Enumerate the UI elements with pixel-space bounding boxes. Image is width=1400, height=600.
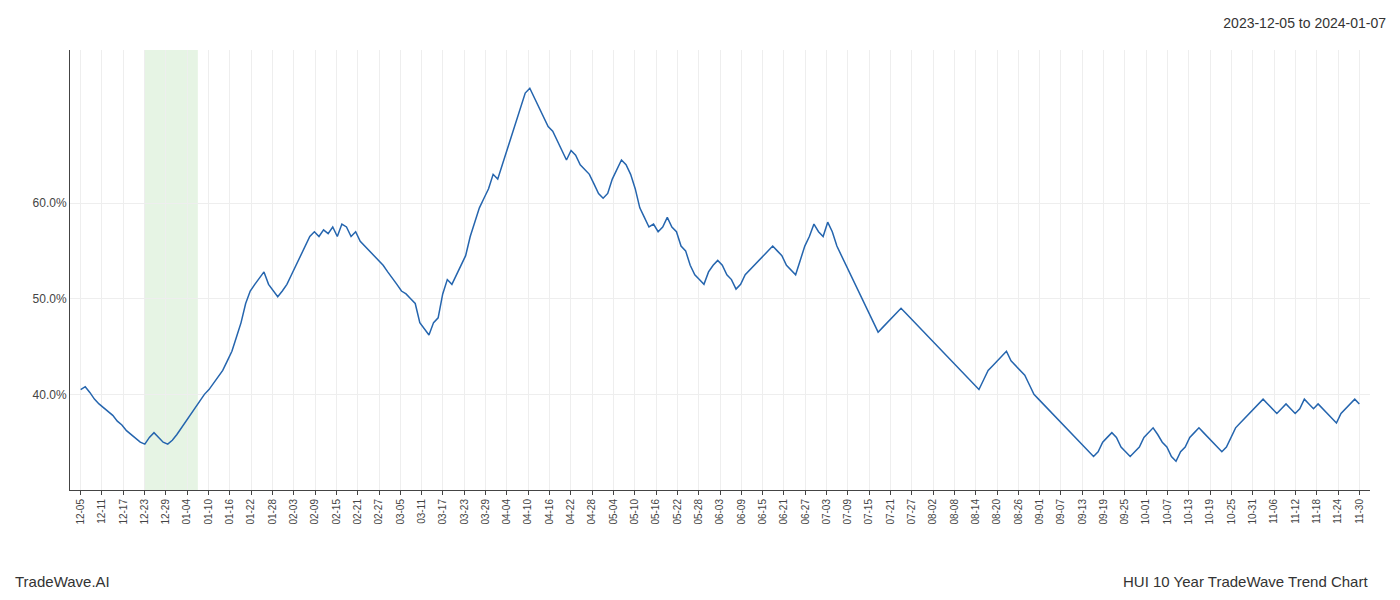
svg-text:09-25: 09-25	[1119, 499, 1130, 525]
svg-text:12-29: 12-29	[160, 499, 171, 525]
svg-text:12-11: 12-11	[96, 499, 107, 524]
svg-text:10-01: 10-01	[1140, 499, 1151, 525]
svg-text:12-17: 12-17	[118, 499, 129, 525]
svg-text:11-12: 11-12	[1290, 499, 1301, 524]
svg-text:HUI 10 Year TradeWave Trend Ch: HUI 10 Year TradeWave Trend Chart	[1123, 573, 1368, 590]
svg-text:03-11: 03-11	[416, 499, 427, 524]
svg-text:09-13: 09-13	[1077, 499, 1088, 525]
svg-text:07-21: 07-21	[885, 499, 896, 525]
svg-text:06-27: 06-27	[800, 499, 811, 525]
svg-text:01-10: 01-10	[203, 499, 214, 525]
svg-text:01-28: 01-28	[267, 499, 278, 525]
svg-text:TradeWave.AI: TradeWave.AI	[15, 573, 110, 590]
svg-text:12-05: 12-05	[75, 499, 86, 525]
svg-text:11-06: 11-06	[1268, 499, 1279, 524]
svg-text:02-03: 02-03	[288, 499, 299, 525]
svg-text:2023-12-05 to 2024-01-07: 2023-12-05 to 2024-01-07	[1223, 15, 1386, 31]
svg-text:06-03: 06-03	[714, 499, 725, 525]
svg-text:08-14: 08-14	[970, 499, 981, 525]
svg-text:02-15: 02-15	[331, 499, 342, 525]
svg-text:01-22: 01-22	[245, 499, 256, 525]
svg-text:09-07: 09-07	[1055, 499, 1066, 525]
svg-text:08-08: 08-08	[949, 499, 960, 525]
svg-text:07-27: 07-27	[906, 499, 917, 525]
svg-text:50.0%: 50.0%	[33, 292, 67, 306]
svg-text:11-30: 11-30	[1354, 499, 1365, 524]
svg-text:10-13: 10-13	[1183, 499, 1194, 525]
svg-text:11-24: 11-24	[1332, 499, 1343, 524]
svg-text:07-03: 07-03	[821, 499, 832, 525]
svg-text:08-26: 08-26	[1013, 499, 1024, 525]
svg-text:05-04: 05-04	[608, 499, 619, 525]
svg-text:06-21: 06-21	[778, 499, 789, 525]
svg-text:04-04: 04-04	[501, 499, 512, 525]
svg-text:06-15: 06-15	[757, 499, 768, 525]
svg-text:07-09: 07-09	[842, 499, 853, 525]
svg-text:04-28: 04-28	[586, 499, 597, 525]
svg-text:08-20: 08-20	[991, 499, 1002, 525]
svg-text:02-27: 02-27	[373, 499, 384, 525]
svg-text:11-18: 11-18	[1311, 499, 1322, 524]
svg-text:04-10: 04-10	[522, 499, 533, 525]
svg-text:06-09: 06-09	[736, 499, 747, 525]
svg-text:05-10: 05-10	[629, 499, 640, 525]
svg-text:05-28: 05-28	[693, 499, 704, 525]
svg-text:09-19: 09-19	[1098, 499, 1109, 525]
svg-text:10-19: 10-19	[1204, 499, 1215, 525]
svg-text:10-07: 10-07	[1162, 499, 1173, 525]
svg-text:09-01: 09-01	[1034, 499, 1045, 525]
svg-text:03-29: 03-29	[480, 499, 491, 525]
svg-text:08-02: 08-02	[927, 499, 938, 525]
svg-text:01-16: 01-16	[224, 499, 235, 525]
svg-text:02-21: 02-21	[352, 499, 363, 525]
svg-text:04-16: 04-16	[544, 499, 555, 525]
svg-text:07-15: 07-15	[863, 499, 874, 525]
svg-text:12-23: 12-23	[139, 499, 150, 525]
svg-text:05-22: 05-22	[672, 499, 683, 525]
svg-text:10-31: 10-31	[1247, 499, 1258, 525]
svg-text:03-05: 03-05	[395, 499, 406, 525]
svg-text:02-09: 02-09	[309, 499, 320, 525]
svg-text:05-16: 05-16	[650, 499, 661, 525]
svg-text:03-17: 03-17	[437, 499, 448, 525]
svg-text:60.0%: 60.0%	[33, 196, 67, 210]
svg-text:04-22: 04-22	[565, 499, 576, 525]
svg-text:40.0%: 40.0%	[33, 388, 67, 402]
svg-text:10-25: 10-25	[1226, 499, 1237, 525]
svg-text:01-04: 01-04	[181, 499, 192, 525]
svg-text:03-23: 03-23	[459, 499, 470, 525]
